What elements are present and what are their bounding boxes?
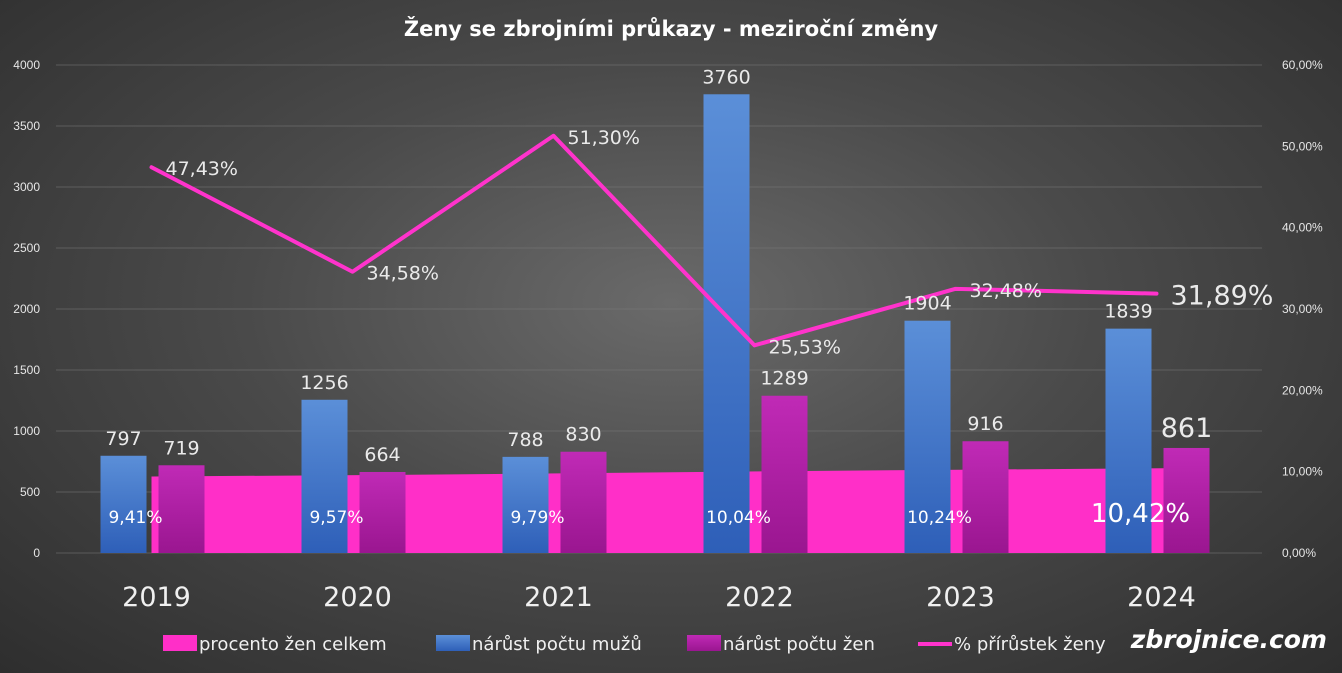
legend-label: procento žen celkem bbox=[199, 634, 387, 655]
bar-narust-poctu-muzu bbox=[1105, 328, 1152, 553]
y-left-tick-label: 3000 bbox=[13, 180, 40, 194]
data-label-prirustek: 32,48% bbox=[970, 280, 1042, 302]
data-labels: 797 719 9,41% 1256 664 9,57% 788 830 9,79% 3760 12… bbox=[105, 66, 1273, 529]
y-right-tick-label: 0,00% bbox=[1282, 546, 1316, 560]
data-label-prirustek: 31,89% bbox=[1171, 281, 1274, 312]
data-label-muzi: 1256 bbox=[300, 372, 348, 394]
bar-narust-poctu-zen bbox=[962, 441, 1009, 553]
y-left-tick-label: 2500 bbox=[13, 241, 40, 255]
y-right-tick-label: 60,00% bbox=[1282, 58, 1323, 72]
data-label-muzi: 797 bbox=[105, 428, 141, 450]
bar-narust-poctu-muzu bbox=[502, 456, 549, 553]
data-label-prirustek: 51,30% bbox=[568, 127, 640, 149]
data-label-procento-celkem: 9,79% bbox=[510, 508, 564, 528]
y-right-tick-label: 40,00% bbox=[1282, 221, 1323, 235]
data-label-zeny: 719 bbox=[163, 437, 199, 459]
data-label-zeny: 830 bbox=[565, 424, 601, 446]
legend-label: % přírůstek ženy bbox=[954, 634, 1106, 655]
data-label-muzi: 3760 bbox=[702, 66, 750, 88]
category-label: 2023 bbox=[926, 582, 995, 613]
data-label-zeny: 916 bbox=[967, 413, 1003, 435]
data-label-procento-celkem: 9,57% bbox=[309, 508, 363, 528]
bar-narust-poctu-zen bbox=[359, 471, 406, 553]
y-axis-left: 0 500 1000 1500 2000 2500 3000 3500 4000 bbox=[13, 58, 40, 560]
y-left-tick-label: 2000 bbox=[13, 302, 40, 316]
data-label-muzi: 1904 bbox=[903, 293, 951, 315]
data-label-prirustek: 47,43% bbox=[166, 158, 238, 180]
data-label-prirustek: 25,53% bbox=[769, 336, 841, 358]
legend-label: nárůst počtu mužů bbox=[472, 634, 642, 655]
data-label-muzi: 1839 bbox=[1104, 301, 1152, 323]
chart-title: Ženy se zbrojními průkazy - meziroční zm… bbox=[404, 16, 939, 41]
legend-swatch bbox=[436, 635, 470, 651]
y-axis-right: 0,00% 10,00% 20,00% 30,00% 40,00% 50,00% 60,00… bbox=[1282, 58, 1323, 560]
data-label-procento-celkem: 9,41% bbox=[108, 508, 162, 528]
data-label-procento-celkem: 10,42% bbox=[1091, 499, 1190, 529]
x-axis-categories: 2019 2020 2021 2022 2023 2024 bbox=[122, 582, 1196, 613]
line-series-prirustek-zeny bbox=[149, 133, 1159, 348]
category-label: 2022 bbox=[725, 582, 794, 613]
data-label-zeny: 664 bbox=[364, 444, 400, 466]
legend-label: nárůst počtu žen bbox=[723, 634, 875, 655]
bar-narust-poctu-zen bbox=[1163, 447, 1210, 553]
bar-narust-poctu-muzu bbox=[100, 455, 147, 553]
y-left-tick-label: 1500 bbox=[13, 363, 40, 377]
line-prirustek-zeny bbox=[149, 133, 1159, 348]
data-label-zeny: 1289 bbox=[760, 368, 808, 390]
bar-narust-poctu-muzu bbox=[703, 94, 750, 553]
bar-narust-poctu-muzu bbox=[301, 399, 348, 553]
y-right-tick-label: 10,00% bbox=[1282, 465, 1323, 479]
y-left-tick-label: 0 bbox=[33, 546, 40, 560]
bar-narust-poctu-zen bbox=[560, 451, 607, 553]
bar-narust-poctu-zen bbox=[158, 465, 205, 553]
bar-narust-poctu-muzu bbox=[904, 320, 951, 553]
y-left-tick-label: 4000 bbox=[13, 58, 40, 72]
data-label-procento-celkem: 10,24% bbox=[907, 508, 972, 528]
y-left-tick-label: 500 bbox=[20, 485, 40, 499]
data-label-prirustek: 34,58% bbox=[367, 263, 439, 285]
category-label: 2021 bbox=[524, 582, 593, 613]
legend: procento žen celkem nárůst počtu mužů nárů… bbox=[163, 634, 1106, 655]
y-left-tick-label: 3500 bbox=[13, 119, 40, 133]
data-label-muzi: 788 bbox=[507, 429, 543, 451]
legend-swatch bbox=[687, 635, 721, 651]
data-label-procento-celkem: 10,04% bbox=[706, 508, 771, 528]
watermark: zbrojnice.com bbox=[1130, 625, 1327, 654]
legend-swatch bbox=[163, 635, 197, 651]
y-right-tick-label: 30,00% bbox=[1282, 302, 1323, 316]
bar-series bbox=[100, 94, 1210, 553]
y-left-tick-label: 1000 bbox=[13, 424, 40, 438]
category-label: 2020 bbox=[323, 582, 392, 613]
bar-narust-poctu-zen bbox=[761, 395, 808, 553]
y-right-tick-label: 50,00% bbox=[1282, 139, 1323, 153]
category-label: 2019 bbox=[122, 582, 191, 613]
data-label-zeny: 861 bbox=[1161, 413, 1213, 444]
category-label: 2024 bbox=[1127, 582, 1196, 613]
y-right-tick-label: 20,00% bbox=[1282, 383, 1323, 397]
